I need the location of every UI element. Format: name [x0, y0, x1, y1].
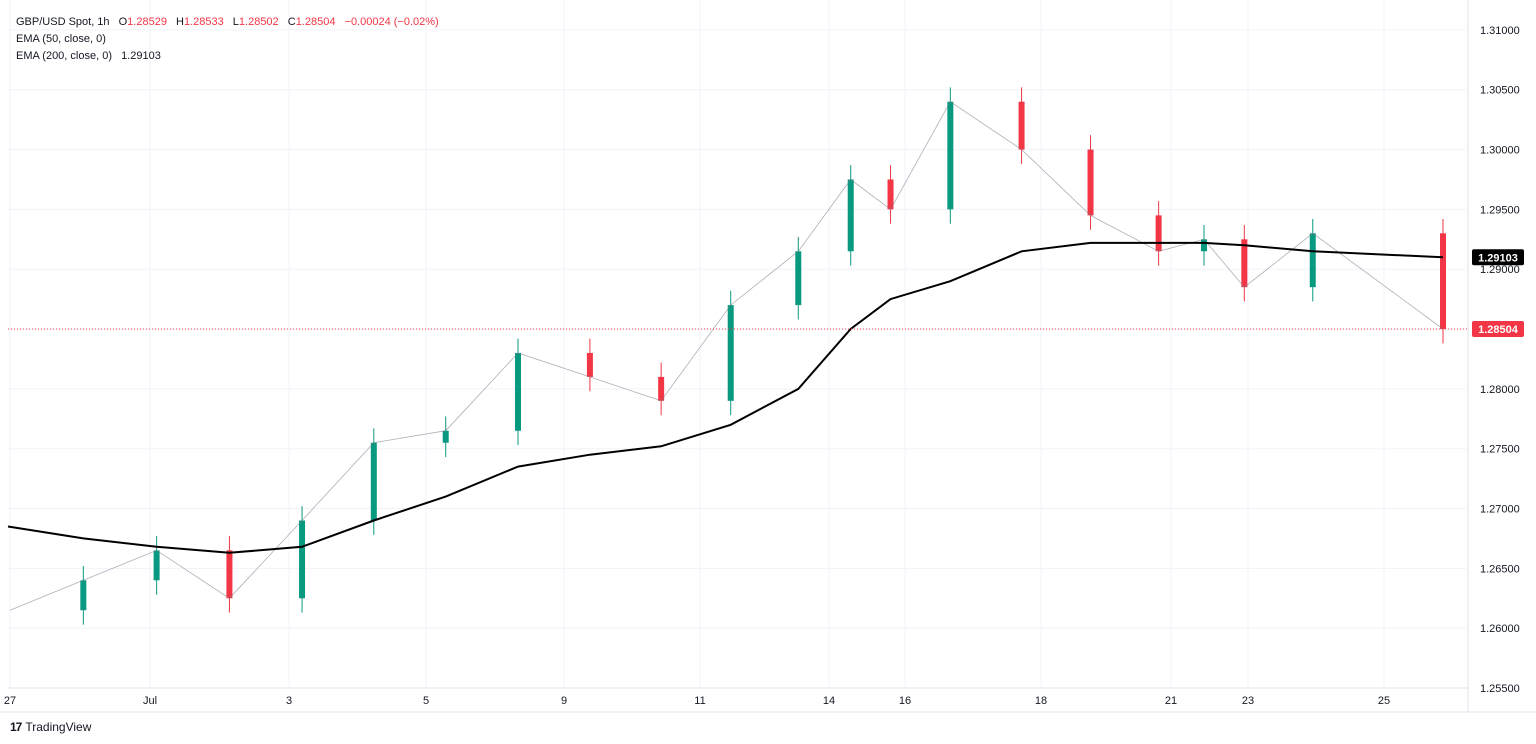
legend-ema50-row[interactable]: EMA (50, close, 0) [16, 31, 439, 48]
x-tick-label: 21 [1165, 695, 1177, 707]
change-value: −0.00024 (−0.02%) [344, 16, 439, 28]
candle-body [1309, 233, 1316, 288]
last-price-badge [1472, 321, 1524, 338]
x-tick-label: 18 [1035, 695, 1047, 707]
candle-body [727, 305, 734, 401]
y-tick-label: 1.29000 [1480, 264, 1520, 276]
candle-body [795, 251, 802, 306]
y-tick-label: 1.25500 [1480, 683, 1520, 695]
x-tick-label: Jul [143, 695, 157, 707]
candle-body [1201, 239, 1207, 252]
y-tick-label: 1.28000 [1480, 384, 1520, 396]
candle-body [658, 376, 665, 401]
legend-ohlc-row: GBP/USD Spot, 1h O1.28529 H1.28533 L1.28… [16, 14, 439, 31]
low-value: 1.28502 [238, 16, 279, 28]
candle-body [1087, 149, 1094, 216]
candle-body [299, 520, 306, 599]
candle-body [947, 101, 954, 210]
y-tick-label: 1.26500 [1480, 563, 1520, 575]
y-tick-label: 1.27000 [1480, 504, 1520, 516]
tradingview-logo-icon: 17 [10, 720, 22, 734]
x-tick-label: 5 [423, 695, 429, 707]
ema-200-line [7, 241, 1444, 554]
tradingview-brand[interactable]: 17 TradingView [10, 720, 91, 734]
legend-ema200-row[interactable]: EMA (200, close, 0) 1.29103 [16, 48, 439, 65]
chart-legend: GBP/USD Spot, 1h O1.28529 H1.28533 L1.28… [16, 14, 439, 65]
ema50-label: EMA (50, close, 0) [16, 33, 106, 45]
high-value: 1.28533 [183, 16, 224, 28]
ema-value-badge [1472, 249, 1524, 266]
candle-body [1018, 101, 1025, 150]
candle-body [80, 580, 87, 611]
y-tick-label: 1.29500 [1480, 204, 1520, 216]
candle-body [370, 442, 377, 521]
candle-body [1440, 233, 1446, 330]
ema200-value: 1.29103 [121, 50, 161, 62]
candle-body [153, 550, 160, 581]
high-label: H [176, 16, 184, 28]
x-tick-label: 3 [286, 695, 292, 707]
y-tick-label: 1.30000 [1480, 145, 1520, 157]
candle-body [226, 550, 233, 599]
ema200-label: EMA (200, close, 0) [16, 50, 112, 62]
candle-body [887, 179, 894, 210]
candle-body [515, 352, 521, 431]
low-label: L [232, 16, 239, 28]
y-tick-label: 1.30500 [1480, 85, 1520, 97]
candle-body [586, 352, 593, 377]
x-tick-label: 11 [694, 695, 705, 707]
candle-body [847, 179, 854, 252]
x-tick-label: 23 [1242, 695, 1254, 707]
last-price-label: 1.28504 [1478, 324, 1519, 336]
x-tick-label: 9 [561, 695, 567, 707]
y-tick-label: 1.26000 [1480, 623, 1520, 635]
candle-body [1241, 239, 1248, 288]
price-line [9, 101, 1444, 611]
candle-body [442, 430, 449, 443]
y-tick-label: 1.31000 [1480, 25, 1520, 37]
x-tick-label: 27 [4, 695, 16, 707]
symbol-label: GBP/USD Spot, 1h [16, 16, 110, 28]
x-tick-label: 14 [823, 695, 835, 707]
x-tick-label: 25 [1378, 695, 1390, 707]
open-value: 1.28529 [127, 16, 167, 28]
tradingview-name: TradingView [25, 720, 92, 734]
open-label: O [118, 16, 128, 28]
y-tick-label: 1.27500 [1480, 444, 1520, 456]
candle-body [1155, 215, 1162, 252]
ema-value-label: 1.29103 [1478, 252, 1518, 264]
close-label: C [287, 16, 296, 28]
close-value: 1.28504 [295, 16, 336, 28]
x-tick-label: 16 [899, 695, 911, 707]
